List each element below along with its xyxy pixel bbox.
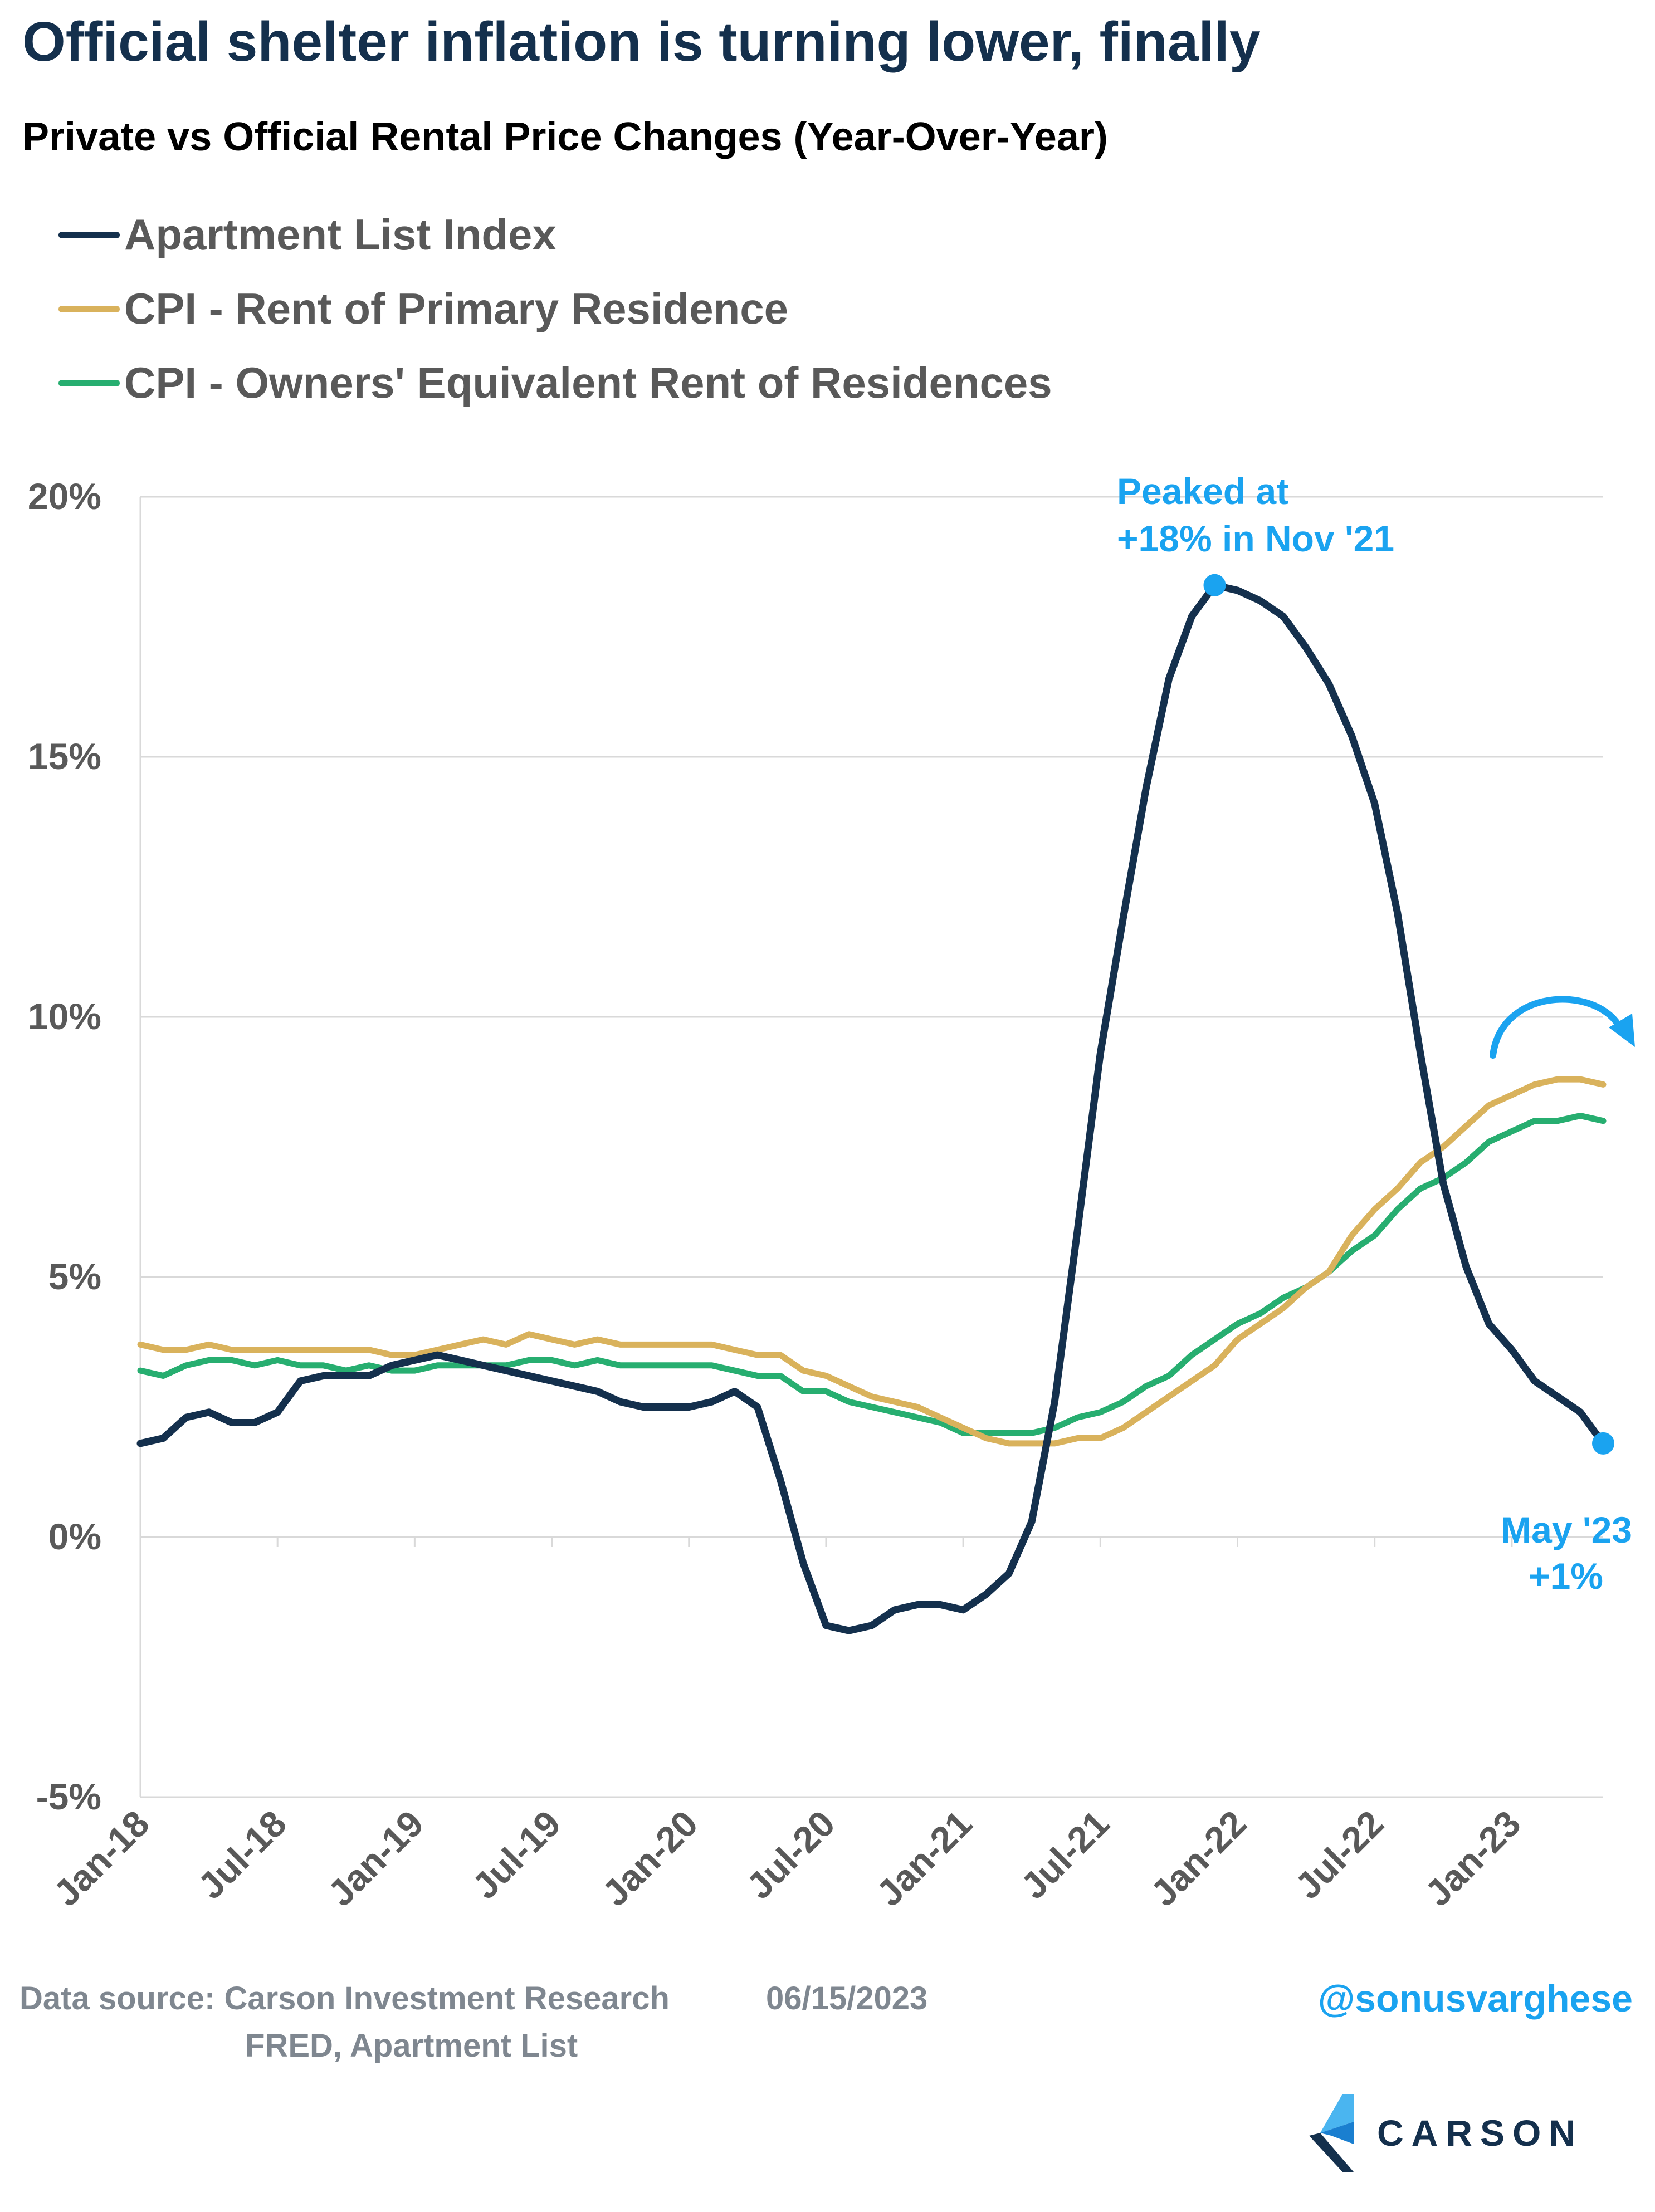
y-tick-label: 10% xyxy=(28,996,101,1037)
latest-annotation-line2: +1% xyxy=(1529,1555,1603,1597)
line-chart: -5% 0% 5% 10% 15% 20% Jan-18 Jul-18 Jan-19 Jul-19… xyxy=(28,471,1635,1914)
chart-title: Official shelter inflation is turning lo… xyxy=(22,11,1261,73)
x-tick-label: Jan-22 xyxy=(1143,1803,1254,1914)
turning-arrow xyxy=(1490,996,1622,1059)
legend-item-apartment-list: Apartment List Index xyxy=(58,198,1052,272)
x-tick-label: Jan-21 xyxy=(868,1803,980,1914)
latest-annotation-line1: May '23 xyxy=(1501,1509,1632,1550)
legend-label-cpi-rent: CPI - Rent of Primary Residence xyxy=(124,284,789,333)
legend-item-cpi-oer: CPI - Owners' Equivalent Rent of Residen… xyxy=(58,346,1052,420)
x-tick-label: Jan-23 xyxy=(1417,1803,1529,1914)
footer-source: Data source: Carson Investment Research xyxy=(19,1980,670,2017)
chart-legend: Apartment List Index CPI - Rent of Prima… xyxy=(58,198,1052,420)
x-tick-label: Jul-22 xyxy=(1287,1803,1391,1907)
peak-annotation-line2: +18% in Nov '21 xyxy=(1117,518,1394,559)
footer-source-line2: FRED, Apartment List xyxy=(245,2028,578,2064)
legend-swatch-cpi-oer xyxy=(58,379,120,386)
y-tick-label: 20% xyxy=(28,476,101,517)
x-tick-label: Jan-20 xyxy=(594,1803,705,1914)
x-tick-label: Jul-21 xyxy=(1013,1803,1117,1907)
apartment-list-line xyxy=(136,581,1607,1634)
x-tick-label: Jul-20 xyxy=(739,1803,843,1907)
carson-logo: CARSON xyxy=(1309,2094,1583,2172)
x-tick-label: Jul-19 xyxy=(464,1803,568,1907)
carson-logo-icon xyxy=(1309,2094,1354,2172)
x-tick-label: Jan-18 xyxy=(46,1803,157,1914)
legend-item-cpi-rent: CPI - Rent of Primary Residence xyxy=(58,272,1052,346)
x-tick-label: Jul-18 xyxy=(190,1803,294,1907)
chart-subtitle: Private vs Official Rental Price Changes… xyxy=(22,115,1108,159)
y-tick-label: 0% xyxy=(48,1516,101,1557)
y-tick-label: -5% xyxy=(36,1776,101,1817)
footer-date: 06/15/2023 xyxy=(766,1980,928,2017)
legend-swatch-apartment-list xyxy=(58,231,120,238)
x-tick-label: Jan-19 xyxy=(320,1803,431,1914)
latest-marker xyxy=(1592,1432,1614,1455)
peak-marker xyxy=(1203,574,1226,596)
cpi-oer-line xyxy=(137,1113,1607,1436)
twitter-handle: @sonusvarghese xyxy=(1317,1978,1633,2020)
legend-label-apartment-list: Apartment List Index xyxy=(124,210,556,259)
turning-arrow-head xyxy=(1609,1014,1635,1047)
y-tick-label: 15% xyxy=(28,736,101,777)
y-tick-label: 5% xyxy=(48,1256,101,1297)
carson-logo-text: CARSON xyxy=(1377,2112,1584,2154)
legend-swatch-cpi-rent xyxy=(58,305,120,312)
cpi-rent-line xyxy=(137,1076,1607,1447)
legend-label-cpi-oer: CPI - Owners' Equivalent Rent of Residen… xyxy=(124,358,1052,407)
peak-annotation-line1: Peaked at xyxy=(1117,471,1288,512)
